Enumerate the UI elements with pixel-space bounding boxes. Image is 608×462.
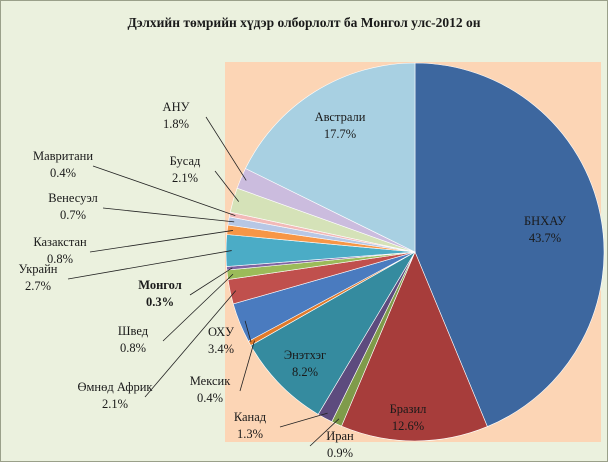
slice-value: 2.1%: [102, 397, 128, 411]
slice-value: 3.4%: [208, 342, 234, 356]
slice-value: 1.3%: [237, 427, 263, 441]
slice-label: АНУ: [163, 100, 190, 114]
slice-value: 2.1%: [172, 171, 198, 185]
leader-line: [92, 165, 236, 217]
slice-value: 43.7%: [529, 231, 561, 245]
slice-label: ОХУ: [208, 325, 234, 339]
slice-label: Бусад: [170, 154, 201, 168]
leader-line: [244, 320, 252, 343]
pie-slice: [341, 251, 488, 442]
slice-label: Бразил: [390, 402, 427, 416]
slice-label: Мексик: [190, 374, 231, 388]
slice-label: Канад: [234, 410, 267, 424]
slice-label: Австрали: [315, 110, 366, 124]
leader-line: [189, 267, 233, 296]
slice-value: 0.8%: [120, 341, 146, 355]
leader-line: [239, 340, 255, 392]
slice-label: Мавритани: [33, 149, 93, 163]
slice-value: 12.6%: [392, 419, 424, 433]
slice-label: БНХАУ: [524, 214, 566, 228]
slice-label: Украйн: [18, 262, 57, 276]
leader-line: [309, 418, 340, 447]
leader-line: [214, 170, 240, 202]
slice-value: 0.7%: [60, 208, 86, 222]
slice-label: Энэтхэг: [284, 348, 326, 362]
slice-label: Иран: [326, 429, 354, 443]
slice-value: 0.9%: [327, 446, 353, 460]
slice-value: 0.8%: [47, 252, 73, 266]
slice-value: 0.4%: [197, 391, 223, 405]
leader-line: [279, 412, 328, 428]
chart-title: Дэлхийн төмрийн хүдэр олборлолт ба Монго…: [127, 15, 480, 30]
slice-value: 1.8%: [163, 117, 189, 131]
slice-value: 2.7%: [25, 279, 51, 293]
leader-line: [102, 207, 235, 223]
slice-label: Монгол: [138, 278, 182, 292]
slice-value: 8.2%: [292, 365, 318, 379]
leader-line: [89, 230, 234, 253]
leader-line: [205, 116, 247, 181]
leader-line: [144, 290, 237, 398]
leader-line: [162, 273, 234, 342]
slice-label: Казакстан: [33, 235, 87, 249]
slice-label: Швед: [118, 324, 149, 338]
pie-slice: [414, 62, 605, 427]
slice-value: 17.7%: [324, 127, 356, 141]
pie-slice: [250, 251, 416, 415]
pie-slice: [245, 62, 416, 253]
slice-label: Өмнөд Африк: [77, 380, 153, 394]
leader-line: [67, 250, 232, 280]
slice-value: 0.3%: [146, 295, 174, 309]
slice-value: 0.4%: [50, 166, 76, 180]
slice-label: Венесуэл: [48, 191, 97, 205]
